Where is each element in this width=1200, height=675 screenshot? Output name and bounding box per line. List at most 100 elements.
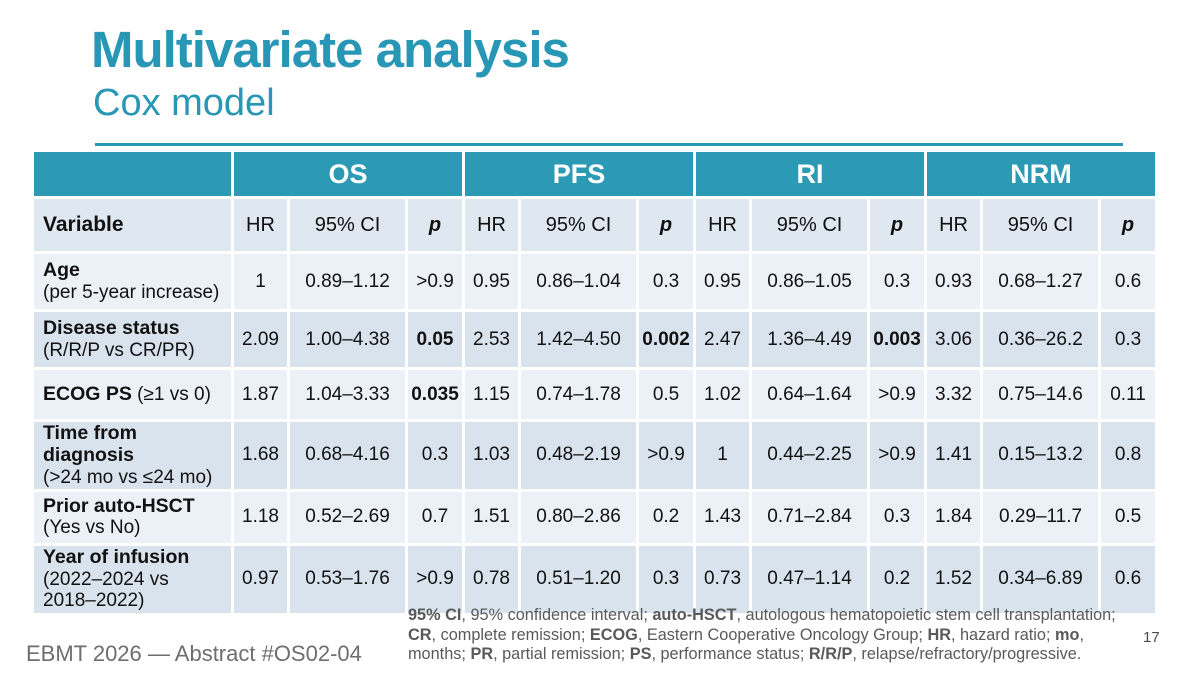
group-header-row: OS PFS RI NRM [31,149,1159,199]
cell-ci: 0.64–1.64 [749,367,871,422]
abbreviation-definition: , hazard ratio; [950,625,1056,644]
table-body: Age (per 5-year increase) 1 0.89–1.12 >0.9 0.… [31,251,1159,616]
cell-ci: 0.75–14.6 [980,367,1102,422]
abbreviation-definition: , autologous hematopoietic stem cell tra… [736,606,1116,624]
cell-ci: 0.29–11.7 [980,488,1102,546]
cell-p: >0.9 [404,542,466,616]
cell-hr: 2.53 [462,309,522,370]
variable-name: Year of infusion [43,546,190,569]
cell-p: 0.5 [1098,488,1159,546]
cell-ci: 0.89–1.12 [287,251,408,312]
cell-p: 0.3 [867,251,928,312]
cell-ci: 0.51–1.20 [518,542,640,616]
cell-ci: 0.71–2.84 [749,488,871,546]
cell-hr: 1.68 [231,419,290,492]
cell-ci: 0.68–1.27 [980,251,1102,312]
group-header-os: OS [230,149,466,199]
abbreviation-definition: , relapse/refractory/progressive. [852,645,1082,663]
conference-footer: EBMT 2026 — Abstract #OS02-04 [26,641,362,666]
abbreviation-term: PS [629,645,652,663]
cell-hr: 1 [231,251,290,312]
subheader-p: p [404,196,466,254]
abbreviation-definition: , partial remission; [493,645,630,663]
variable-name: Prior auto-HSCT [43,495,195,518]
table-row: Year of infusion (2022–2024 vs 2018–2022)… [31,542,1159,616]
cell-hr: 1 [693,419,753,492]
subheader-hr: HR [231,196,290,254]
variable-header: Variable [31,196,234,254]
cell-hr: 3.32 [924,367,984,422]
table-row: Disease status (R/R/P vs CR/PR) 2.09 1.00–4… [31,309,1159,370]
cell-p: 0.3 [636,542,697,616]
table-row: ECOG PS (≥1 vs 0) 1.87 1.04–3.33 0.035 1.15 0… [31,367,1159,422]
cell-hr: 1.02 [693,367,753,422]
page-title: Multivariate analysis [91,21,570,78]
variable-name: Age [43,259,80,282]
abbreviations-footnote: 95% CI, 95% confidence interval; auto-HS… [408,606,1145,665]
cell-hr: 1.87 [231,367,290,422]
subheader-ci: 95% CI [749,196,871,254]
cell-ci: 1.42–4.50 [518,309,640,370]
group-header-ri: RI [693,149,928,199]
abbreviation-term: PR [470,645,494,663]
cell-p: 0.05 [404,309,466,370]
cell-hr: 1.15 [462,367,522,422]
sub-header-row: Variable HR 95% CI p HR 95% CI p HR 95% … [31,196,1159,254]
cell-ci: 0.47–1.14 [749,542,871,616]
cell-hr: 1.52 [924,542,984,616]
cell-ci: 0.34–6.89 [980,542,1102,616]
cell-p: 0.6 [1098,251,1159,312]
subheader-hr: HR [924,196,984,254]
table-row: Age (per 5-year increase) 1 0.89–1.12 >0.9 0.… [31,251,1159,312]
variable-cell: Disease status (R/R/P vs CR/PR) [31,309,234,370]
variable-detail: (2022–2024 vs 2018–2022) [43,568,169,612]
cell-p: >0.9 [404,251,466,312]
cell-p: 0.2 [867,542,928,616]
abbreviation-term: mo [1055,625,1080,644]
cell-p: 0.003 [867,309,928,370]
cell-p: 0.3 [1098,309,1159,370]
cell-ci: 0.44–2.25 [749,419,871,492]
subheader-ci: 95% CI [980,196,1102,254]
table-row: Prior auto-HSCT (Yes vs No) 1.18 0.52–2.69 0… [31,488,1159,546]
subheader-p: p [636,196,697,254]
cell-hr: 0.73 [693,542,753,616]
cell-hr: 0.78 [462,542,522,616]
cell-p: 0.3 [404,419,466,492]
cell-ci: 0.53–1.76 [287,542,408,616]
variable-cell: ECOG PS (≥1 vs 0) [31,367,234,422]
cox-model-table: OS PFS RI NRM Variable HR 95% CI p HR 95… [31,149,1159,616]
variable-name: Disease status [43,317,180,340]
cell-hr: 0.97 [231,542,290,616]
group-header-nrm: NRM [924,149,1159,199]
abbreviation-term: 95% CI [408,606,462,624]
cell-ci: 0.86–1.04 [518,251,640,312]
subheader-hr: HR [693,196,753,254]
abbreviation-term: R/R/P [808,645,853,663]
cell-ci: 0.74–1.78 [518,367,640,422]
group-header-pfs: PFS [462,149,697,199]
cell-ci: 0.86–1.05 [749,251,871,312]
cell-ci: 0.36–26.2 [980,309,1102,370]
cell-ci: 1.00–4.38 [287,309,408,370]
subheader-ci: 95% CI [518,196,640,254]
cell-p: 0.6 [1098,542,1159,616]
cell-p: 0.2 [636,488,697,546]
abbreviation-term: CR [408,625,432,644]
subheader-hr: HR [462,196,522,254]
cell-ci: 0.68–4.16 [287,419,408,492]
cell-p: 0.7 [404,488,466,546]
cell-p: >0.9 [636,419,697,492]
title-divider [95,143,1123,146]
cell-hr: 1.18 [231,488,290,546]
cell-ci: 0.15–13.2 [980,419,1102,492]
cell-p: 0.3 [867,488,928,546]
cell-p: 0.3 [636,251,697,312]
abbreviation-term: ECOG [589,625,638,644]
cell-hr: 1.51 [462,488,522,546]
cell-hr: 1.03 [462,419,522,492]
abbreviation-term: auto-HSCT [652,606,737,624]
cell-ci: 0.48–2.19 [518,419,640,492]
cell-p: >0.9 [867,419,928,492]
cell-hr: 3.06 [924,309,984,370]
